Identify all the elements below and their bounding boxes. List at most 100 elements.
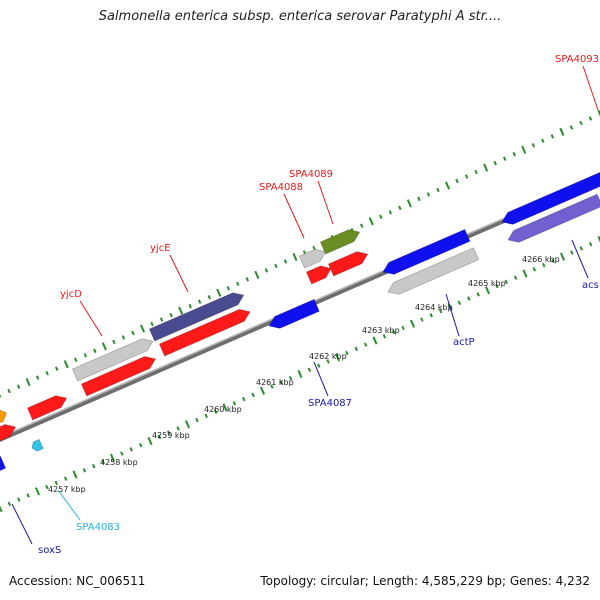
tick-mark [588,241,593,247]
tick-mark [147,436,153,446]
gene-orange[interactable] [0,409,8,426]
tick-mark [504,279,508,285]
tick-mark [17,497,21,502]
gene-yjcE[interactable] [148,292,245,342]
tick-mark [101,459,105,465]
tick-mark [409,319,416,328]
tick-mark [334,353,341,362]
tick-mark [54,480,58,486]
gene-actP[interactable] [387,247,480,295]
tick-mark [101,342,107,351]
tick-mark [467,296,471,301]
gene-red-2[interactable] [158,308,251,357]
gene-yjcD[interactable] [71,338,154,382]
kbp-label: 4263 kbp [362,326,400,335]
gene-red-6[interactable] [0,424,17,443]
tick-mark [176,426,180,431]
tick-mark [483,163,489,172]
tick-mark [55,366,59,371]
gene-labels: SPA4093 SPA4089 SPA4088 yjcE yjcD actP acs SPA4… [38,54,599,556]
tick-mark [532,267,537,272]
label-leader [445,293,460,337]
gene-label[interactable]: actP [453,337,475,348]
tick-mark [72,470,78,479]
tick-mark [63,476,68,481]
tick-mark [474,169,478,175]
tick-mark [521,145,527,154]
gene-acs[interactable] [501,171,600,225]
gene-red-1[interactable] [80,356,157,397]
tick-mark [392,329,396,335]
gene-label[interactable]: SPA4093 [555,54,599,65]
kbp-label: 4261 kbp [256,378,294,387]
tick-mark [597,235,600,243]
gene-label[interactable]: SPA4083 [76,522,120,533]
tick-mark [109,453,116,462]
tick-mark [7,501,12,507]
gene-red-5[interactable] [327,251,369,277]
gene-reverse-1[interactable] [382,228,471,275]
kbp-label: 4266 kbp [522,255,560,264]
tick-mark [559,127,565,136]
tick-mark [354,346,358,352]
gene-SPA4083[interactable] [31,438,44,452]
tick-mark [283,259,288,264]
tick-mark [157,434,162,440]
tick-mark [345,350,349,356]
tick-mark [420,317,424,322]
tick-mark [222,403,228,412]
gene-label[interactable]: yjcD [60,289,82,300]
tick-mark [92,463,96,469]
gene-SPA4087[interactable] [268,298,320,329]
tick-mark [579,246,583,251]
tick-mark [169,312,173,318]
gene-SPA4089[interactable] [319,229,361,255]
tick-mark [531,143,535,148]
tick-mark [178,306,184,315]
tick-mark [245,277,250,282]
tick-mark [372,336,378,345]
tick-mark [188,303,192,309]
tick-mark [551,258,555,264]
tick-mark [167,430,171,435]
tick-mark [317,363,321,368]
genome-track: 4257 kbp 4258 kbp 4259 kbp 4260 kbp 4261 kbp… [0,54,600,556]
label-leader [571,239,589,279]
tick-mark [292,252,298,262]
tick-mark [588,116,593,121]
gene-red-4[interactable] [305,265,332,285]
kbp-label: 4260 kbp [204,405,242,414]
gene-label[interactable]: SPA4087 [308,398,352,409]
tick-mark [129,447,133,452]
tick-mark [26,493,30,498]
tick-mark [226,286,230,291]
kbp-label: 4264 kbp [415,303,453,312]
gene-label[interactable]: SPA4089 [289,169,333,180]
tick-mark [368,217,374,226]
tick-mark [112,339,116,345]
tick-mark [197,299,202,304]
tick-mark [541,138,545,144]
tick-mark [363,342,368,347]
tick-mark [74,357,78,363]
gene-red-3[interactable] [26,395,68,421]
tick-mark [195,417,199,423]
gene-label[interactable]: acs [582,280,599,291]
gene-label[interactable]: soxS [38,545,61,556]
tick-mark [360,223,364,228]
tick-mark [232,401,237,406]
tick-mark [279,380,283,385]
tick-mark [579,120,583,126]
gene-label[interactable]: SPA4088 [259,182,303,193]
gene-SPA4088[interactable] [298,248,327,269]
tick-mark [45,370,49,376]
gene-label[interactable]: yjcE [150,243,171,254]
tick-mark [216,288,222,297]
tick-mark [254,270,260,279]
accession-label: Accession: NC_006511 [9,574,146,588]
tick-mark [495,283,499,289]
tick-mark [522,269,528,278]
kbp-label: 4265 kbp [468,279,506,288]
gene-soxS[interactable] [0,455,7,472]
tick-mark [559,252,566,261]
